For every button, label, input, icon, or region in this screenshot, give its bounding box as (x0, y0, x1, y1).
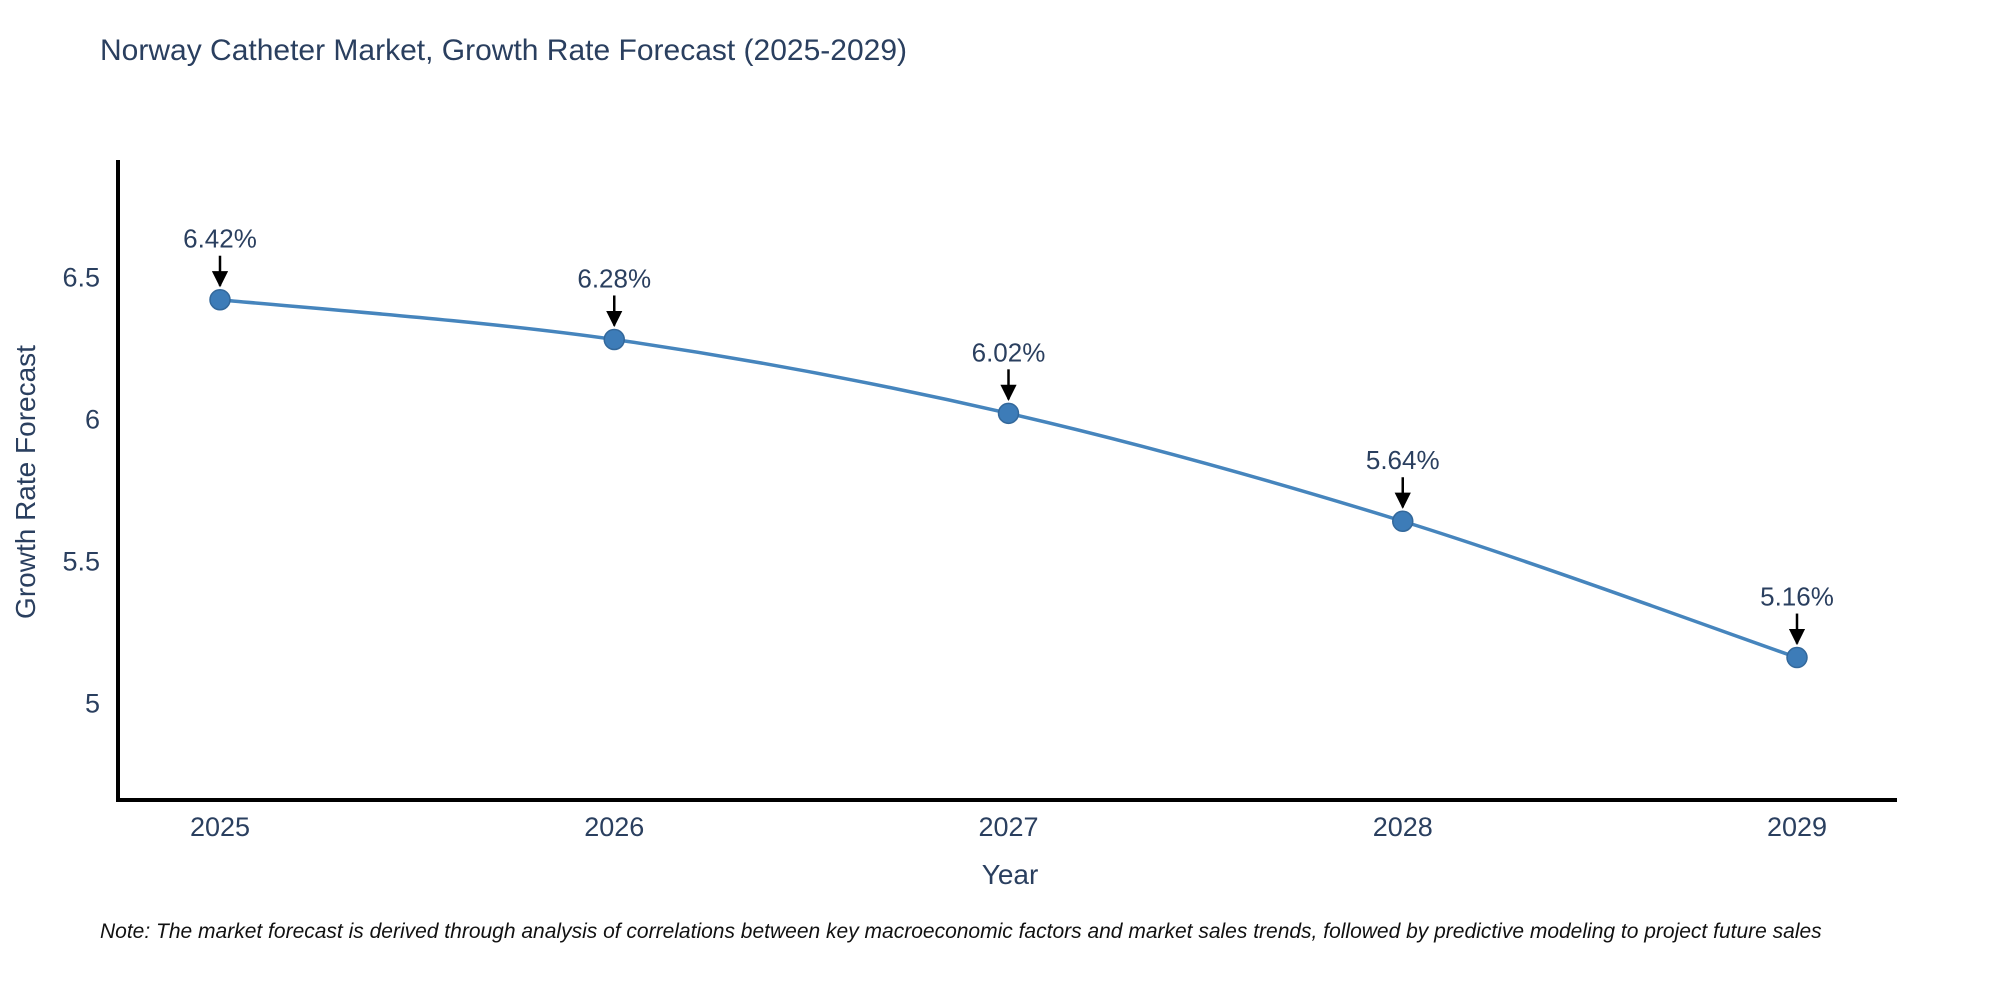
data-point-marker (1786, 646, 1808, 669)
point-annotations: 6.42% 6.28% 6.02% 5.64% 5.16% (183, 224, 1834, 646)
y-tick-label: 5 (85, 688, 100, 718)
axis-lines (116, 160, 1897, 802)
data-series (209, 288, 1808, 669)
data-point-marker (603, 328, 625, 351)
data-point-marker (1392, 510, 1414, 532)
y-tick-label: 6.5 (62, 262, 100, 292)
point-annotation: 5.64% (1366, 445, 1440, 475)
x-tick-labels: 2025 2026 2027 2028 2029 (190, 812, 1827, 842)
point-annotation: 6.42% (183, 224, 257, 254)
data-point-marker (997, 402, 1020, 425)
point-annotation: 5.16% (1760, 582, 1834, 612)
y-tick-label: 5.5 (62, 546, 100, 576)
point-annotation: 6.02% (972, 337, 1046, 367)
chart-title: Norway Catheter Market, Growth Rate Fore… (100, 34, 907, 67)
x-tick-label: 2025 (190, 812, 250, 842)
y-tick-label: 6 (85, 404, 100, 434)
x-tick-label: 2027 (978, 812, 1038, 842)
x-tick-label: 2029 (1767, 812, 1827, 842)
data-point-marker (209, 288, 231, 311)
x-tick-label: 2026 (584, 812, 644, 842)
point-annotation: 6.28% (577, 263, 651, 293)
y-tick-labels: 5 5.5 6 6.5 (62, 262, 100, 718)
x-axis-title: Year (981, 859, 1039, 890)
footnote: Note: The market forecast is derived thr… (100, 920, 1822, 943)
axes (116, 160, 1897, 802)
x-tick-label: 2028 (1373, 812, 1433, 842)
